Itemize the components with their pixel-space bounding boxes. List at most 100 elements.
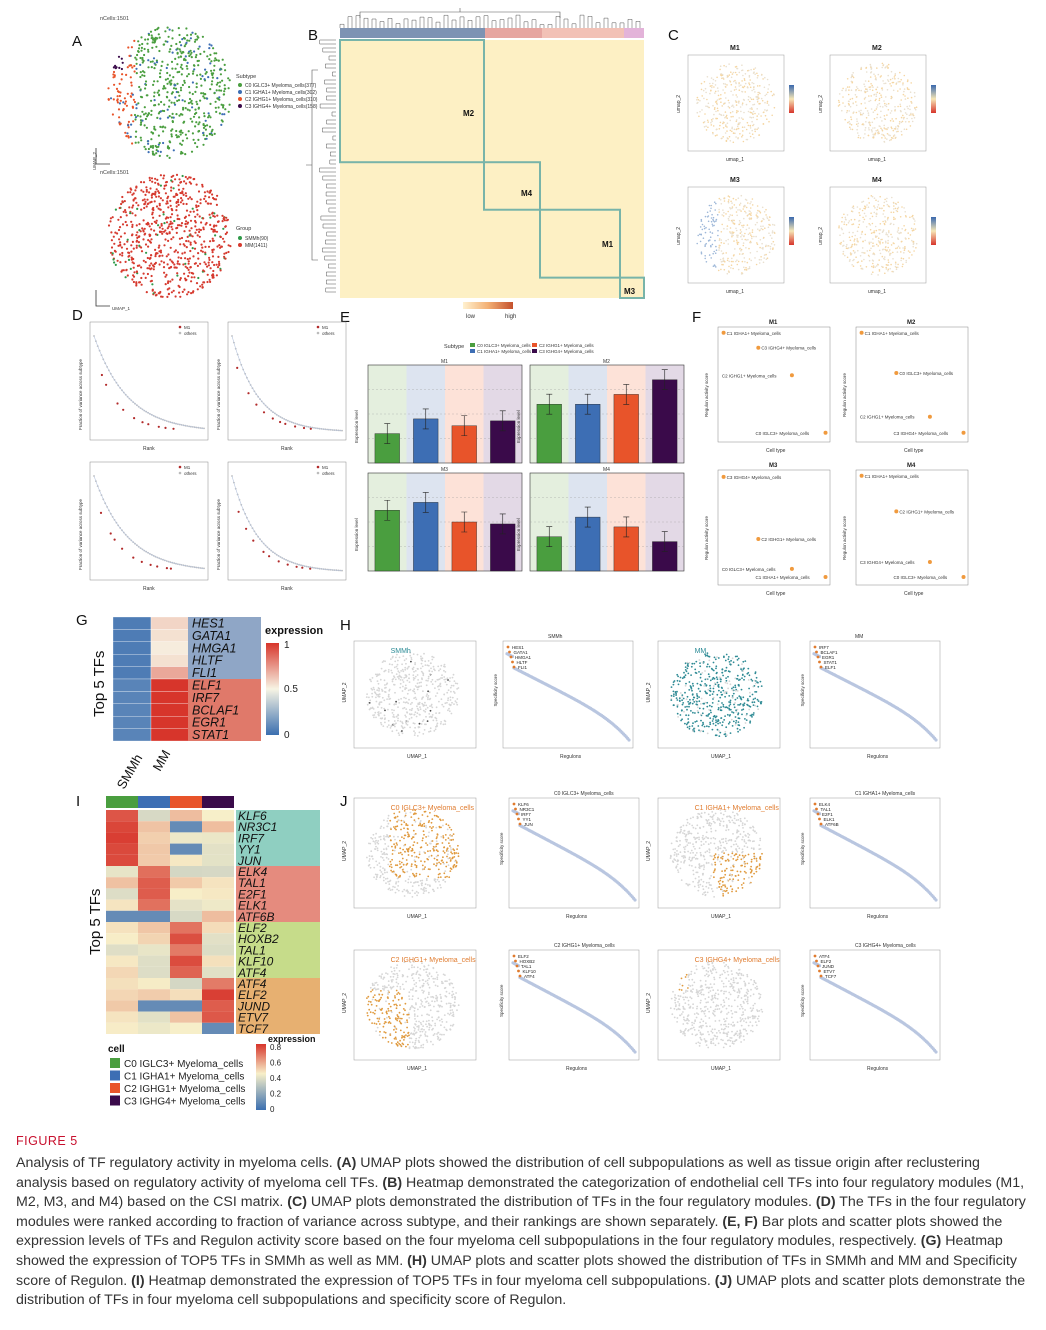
c-umap-point (731, 130, 733, 133)
c-umap-point (897, 263, 899, 266)
c-umap-point (769, 245, 772, 248)
umap-point (148, 234, 151, 238)
umap-point (189, 53, 192, 56)
c-umap-point (725, 114, 728, 117)
c-umap-point (864, 96, 867, 99)
c-umap-point (842, 87, 844, 90)
c-umap-point (710, 77, 713, 79)
c-umap-point (869, 249, 871, 252)
c-umap-point (728, 102, 730, 104)
umap-point (198, 230, 201, 234)
umap-point (135, 281, 138, 284)
c-umap-point (771, 94, 774, 97)
umap-point (215, 230, 219, 233)
c-umap-point (861, 201, 863, 203)
group-swatch (238, 236, 242, 240)
c-umap-point (735, 82, 737, 85)
c-umap-point (877, 200, 879, 203)
c-umap-point (697, 101, 699, 104)
c-umap-point (716, 107, 719, 110)
umap-point (130, 81, 133, 84)
c-umap-point (884, 246, 887, 248)
dendrogram-branch (328, 207, 336, 213)
c-umap-point (758, 103, 761, 105)
umap-point (202, 228, 205, 231)
umap-point (186, 75, 189, 78)
umap-point (129, 76, 132, 79)
c-umap-point (890, 136, 893, 139)
umap-point (144, 276, 147, 279)
c-umap-point (731, 127, 733, 130)
umap-point (152, 83, 155, 86)
c-umap-point (852, 72, 854, 74)
umap-point (178, 70, 181, 73)
c-umap-point (900, 130, 903, 133)
c-umap-point (706, 76, 709, 78)
umap-point (161, 199, 164, 202)
umap-point (209, 102, 212, 105)
umap-point (129, 212, 132, 215)
c-umap-point (844, 216, 847, 219)
umap-point (116, 101, 119, 104)
c-umap-point (768, 120, 770, 123)
c-umap-point (887, 217, 889, 219)
c-umap-point (718, 238, 721, 240)
c-umap-point (760, 259, 762, 261)
c-umap-point (900, 251, 902, 253)
c-umap-point (736, 263, 739, 266)
umap-point (137, 47, 141, 50)
c-umap-point (710, 217, 713, 219)
umap-point (122, 108, 125, 111)
c-umap-point (908, 105, 911, 107)
umap-point (141, 227, 144, 230)
c-umap-point (851, 243, 854, 246)
c-umap-point (845, 247, 848, 250)
c-umap-point (847, 121, 849, 124)
c-umap-point (903, 90, 905, 93)
c-umap-point (842, 240, 845, 242)
dendrogram-branch (326, 231, 336, 237)
c-umap-point (752, 98, 755, 101)
umap-point (152, 208, 155, 212)
umap-point (126, 240, 129, 243)
c-umap-point (701, 109, 703, 111)
c-umap-point (746, 214, 749, 217)
umap-point (165, 180, 168, 184)
c-umap-point (715, 249, 718, 251)
umap-point (147, 33, 151, 37)
umap-point (218, 96, 221, 99)
umap-point (117, 244, 120, 247)
c-umap-point (864, 102, 866, 104)
c-umap-point (748, 213, 751, 215)
c-umap-point (910, 114, 912, 116)
umap-point (154, 193, 157, 196)
c-umap-point (894, 78, 896, 80)
c-umap-point (886, 114, 888, 116)
umap-point (163, 222, 166, 225)
c-umap-point (851, 74, 853, 77)
c-umap-point (850, 76, 853, 79)
c-umap-point (873, 231, 876, 234)
umap-point (196, 145, 199, 148)
c-umap-point (703, 227, 706, 230)
umap-point (135, 185, 138, 188)
c-umap-point (727, 138, 729, 140)
umap-point (170, 238, 173, 241)
umap-point (166, 146, 169, 149)
umap-point (194, 125, 197, 128)
c-umap-point (855, 111, 858, 114)
umap-point (150, 267, 153, 270)
c-umap-point (700, 233, 702, 236)
umap-point (207, 76, 210, 79)
umap-point (134, 141, 137, 144)
c-umap-point (727, 257, 729, 260)
c-umap-point (755, 263, 758, 266)
umap-point (178, 291, 181, 294)
c-umap-point (907, 232, 909, 234)
c-umap-point (734, 132, 736, 135)
umap-point (203, 197, 206, 200)
umap-point (188, 109, 191, 112)
c-umap-point (887, 239, 889, 242)
umap-point (164, 78, 167, 81)
